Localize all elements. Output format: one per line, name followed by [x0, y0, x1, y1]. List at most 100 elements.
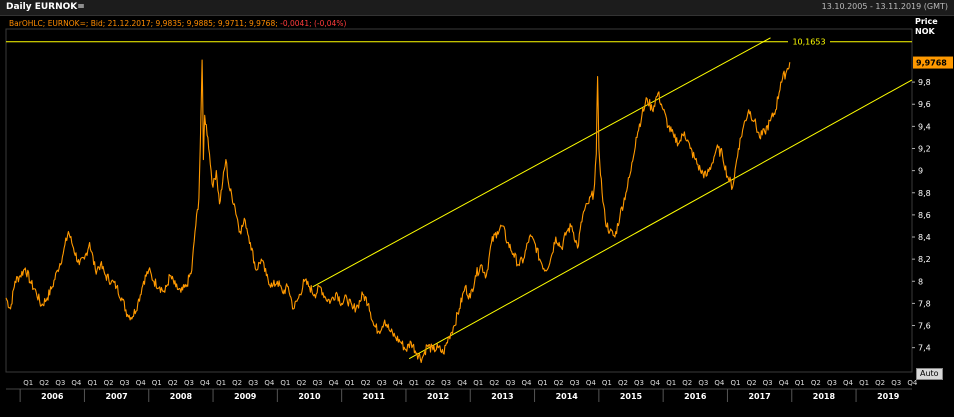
year-label: 2017: [748, 392, 770, 401]
trend-channel-line-2: [408, 79, 913, 360]
year-label: 2015: [620, 392, 643, 401]
quarter-label: Q4: [907, 379, 918, 387]
y-tick-label: 9,8: [918, 78, 931, 87]
quarter-label: Q4: [329, 379, 340, 387]
resistance-label: 10,1653: [792, 38, 825, 47]
quarter-label: Q4: [393, 379, 404, 387]
quarter-label: Q2: [296, 379, 306, 387]
quarter-label: Q2: [747, 379, 757, 387]
quarter-label: Q3: [827, 379, 837, 387]
quarter-label: Q3: [55, 379, 65, 387]
quarter-label: Q1: [345, 379, 355, 387]
year-label: 2014: [556, 392, 579, 401]
quarter-label: Q3: [313, 379, 323, 387]
quarter-label: Q3: [441, 379, 451, 387]
y-tick-label: 9: [918, 167, 923, 176]
price-label: Price: [915, 17, 938, 26]
last-price-label: 9,9768: [916, 59, 947, 68]
quarter-label: Q1: [280, 379, 290, 387]
quarter-label: Q4: [779, 379, 790, 387]
date-range: 13.10.2005 - 13.11.2019 (GMT): [821, 2, 948, 11]
y-tick-label: 8,6: [918, 211, 931, 220]
y-tick-label: 8: [918, 277, 923, 286]
quarter-label: Q1: [795, 379, 805, 387]
quarter-label: Q2: [232, 379, 242, 387]
year-label: 2006: [41, 392, 64, 401]
chart-header: Daily EURNOK= 13.10.2005 - 13.11.2019 (G…: [0, 0, 954, 16]
year-label: 2007: [105, 392, 127, 401]
y-tick-label: 9,4: [918, 122, 931, 131]
currency-label: NOK: [915, 27, 935, 36]
quarter-label: Q1: [409, 379, 419, 387]
quarter-label: Q3: [377, 379, 387, 387]
ohlc-values: BarOHLC; EURNOK=; Bid; 21.12.2017; 9,983…: [9, 19, 278, 28]
y-tick-label: 8,2: [918, 255, 931, 264]
quarter-label: Q1: [216, 379, 226, 387]
trend-channel-line-1: [312, 37, 771, 288]
quarter-label: Q2: [875, 379, 885, 387]
y-tick-label: 7,4: [918, 344, 931, 353]
y-axis-header: Price NOK: [915, 17, 938, 37]
quarter-label: Q4: [200, 379, 211, 387]
year-label: 2009: [234, 392, 257, 401]
quarter-label: Q2: [554, 379, 564, 387]
y-tick-label: 8,4: [918, 233, 931, 242]
ohlc-info-line: BarOHLC; EURNOK=; Bid; 21.12.2017; 9,983…: [9, 19, 346, 28]
quarter-label: Q1: [859, 379, 869, 387]
auto-scale-button[interactable]: Auto: [916, 368, 943, 380]
quarter-label: Q3: [184, 379, 194, 387]
quarter-label: Q2: [104, 379, 114, 387]
quarter-label: Q1: [473, 379, 483, 387]
quarter-label: Q4: [650, 379, 661, 387]
quarter-label: Q3: [248, 379, 258, 387]
quarter-label: Q2: [682, 379, 692, 387]
quarter-label: Q2: [425, 379, 435, 387]
quarter-label: Q4: [843, 379, 854, 387]
plot-frame: [5, 28, 913, 373]
quarter-label: Q2: [489, 379, 499, 387]
last-price-badge: [913, 56, 953, 69]
year-label: 2013: [491, 392, 513, 401]
quarter-label: Q2: [39, 379, 49, 387]
year-label: 2011: [363, 392, 386, 401]
quarter-label: Q2: [361, 379, 371, 387]
y-tick-label: 8,8: [918, 189, 931, 198]
quarter-label: Q1: [666, 379, 676, 387]
quarter-label: Q2: [618, 379, 628, 387]
quarter-label: Q1: [23, 379, 33, 387]
ohlc-change: -0,0041; (-0,04%): [280, 19, 347, 28]
year-label: 2012: [427, 392, 449, 401]
year-label: 2008: [170, 392, 193, 401]
quarter-label: Q4: [71, 379, 82, 387]
chart-title: Daily EURNOK=: [6, 2, 85, 12]
quarter-label: Q4: [457, 379, 468, 387]
quarter-label: Q3: [505, 379, 515, 387]
quarter-label: Q4: [136, 379, 147, 387]
quarter-label: Q3: [763, 379, 773, 387]
quarter-label: Q2: [168, 379, 178, 387]
quarter-label: Q4: [586, 379, 597, 387]
quarter-label: Q1: [602, 379, 612, 387]
year-label: 2019: [877, 392, 900, 401]
quarter-label: Q1: [152, 379, 162, 387]
quarter-label: Q1: [731, 379, 741, 387]
quarter-label: Q3: [634, 379, 644, 387]
y-tick-label: 9,2: [918, 144, 931, 153]
resistance-label-bg: [788, 36, 830, 47]
year-label: 2010: [298, 392, 321, 401]
quarter-label: Q3: [120, 379, 130, 387]
quarter-label: Q4: [522, 379, 533, 387]
year-label: 2018: [813, 392, 836, 401]
eurnok-price-series: [5, 59, 791, 364]
y-tick-label: 7,6: [918, 322, 931, 331]
quarter-label: Q4: [264, 379, 275, 387]
y-tick-label: 9,6: [918, 100, 931, 109]
quarter-label: Q3: [698, 379, 708, 387]
quarter-label: Q3: [570, 379, 580, 387]
quarter-label: Q1: [88, 379, 98, 387]
quarter-label: Q2: [811, 379, 821, 387]
year-label: 2016: [684, 392, 707, 401]
quarter-label: Q3: [891, 379, 901, 387]
